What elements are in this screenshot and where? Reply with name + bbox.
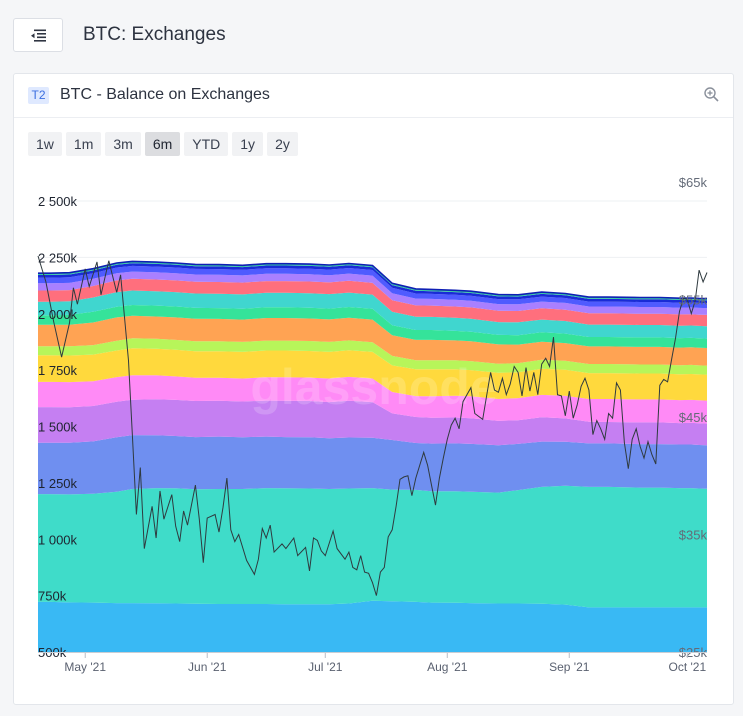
- x-tick-label: Sep '21: [549, 660, 590, 674]
- y-right-tick-label: $45k: [679, 410, 708, 425]
- area-series-4: [38, 399, 707, 446]
- range-3m[interactable]: 3m: [105, 132, 141, 156]
- area-series-5: [38, 375, 707, 424]
- y-left-tick-label: 2 500k: [38, 194, 78, 209]
- area-series-10: [38, 290, 707, 339]
- range-1y[interactable]: 1y: [232, 132, 264, 156]
- area-series-3: [38, 435, 707, 495]
- y-left-tick-label: 2 250k: [38, 250, 78, 265]
- area-series-7: [38, 338, 707, 375]
- area-series-1: [38, 600, 707, 652]
- y-right-tick-label: $65k: [679, 175, 708, 190]
- range-6m[interactable]: 6m: [144, 132, 181, 156]
- watermark: glassnode: [250, 359, 497, 415]
- area-series-12: [38, 271, 707, 315]
- range-selector: 1w 1m 3m 6m YTD 1y 2y: [28, 132, 302, 156]
- area-series-2: [38, 485, 707, 608]
- area-series-8: [38, 315, 707, 366]
- x-tick-label: Aug '21: [427, 660, 468, 674]
- y-right-tick-label: $35k: [679, 528, 708, 543]
- range-2y[interactable]: 2y: [267, 132, 298, 156]
- chart-card: T2 BTC - Balance on Exchanges 1w 1m 3m 6m YT…: [13, 73, 734, 705]
- stacked-areas: [38, 260, 708, 652]
- range-ytd[interactable]: YTD: [184, 132, 229, 156]
- area-series-6: [38, 348, 707, 401]
- area-series-13: [38, 265, 707, 309]
- x-tick-label: Oct '21: [669, 660, 707, 674]
- x-tick-label: May '21: [64, 660, 106, 674]
- x-tick-label: Jul '21: [308, 660, 343, 674]
- top-bar: BTC: Exchanges: [0, 0, 743, 72]
- y-left-tick-label: 1 500k: [38, 420, 78, 435]
- range-1w[interactable]: 1w: [28, 132, 62, 156]
- y-left-tick-label: 1 750k: [38, 363, 78, 378]
- y-left-tick-label: 750k: [38, 589, 67, 604]
- y-left-tick-label: 1 250k: [38, 476, 78, 491]
- card-header: T2 BTC - Balance on Exchanges: [14, 74, 733, 118]
- y-left-tick-label: 2 000k: [38, 307, 78, 322]
- page-title: BTC: Exchanges: [83, 24, 226, 45]
- menu-collapse-icon: [31, 29, 46, 42]
- price-layer: [37, 255, 708, 596]
- area-series-11: [38, 278, 707, 327]
- range-1m[interactable]: 1m: [65, 132, 102, 156]
- y-right-tick-label: $55k: [679, 293, 708, 308]
- tier-badge: T2: [28, 87, 49, 104]
- y-left-tick-label: 1 000k: [38, 532, 78, 547]
- area-series-9: [38, 305, 707, 348]
- x-tick-label: Jun '21: [188, 660, 227, 674]
- menu-toggle-button[interactable]: [13, 18, 63, 52]
- chart-title: BTC - Balance on Exchanges: [60, 86, 270, 103]
- price-line: [37, 255, 708, 596]
- zoom-in-icon[interactable]: [704, 87, 719, 102]
- stack-top-edge: [38, 260, 708, 300]
